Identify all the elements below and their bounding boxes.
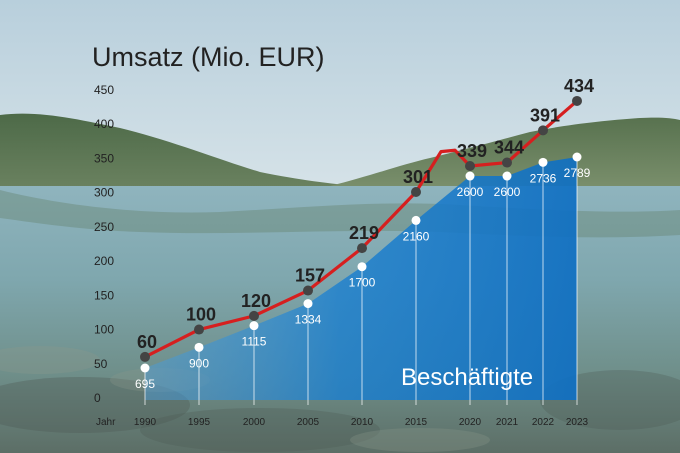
y-tick-label: 450 (94, 83, 114, 97)
x-tick-label: 2015 (405, 417, 428, 428)
x-axis: Jahr 1990 1995 2000 2005 2010 2015 2020 2021 202… (96, 417, 589, 428)
y-axis: 0 50 100 150 200 250 300 350 400 450 (94, 83, 114, 405)
employees-point (303, 299, 313, 309)
left-hill (0, 113, 360, 190)
revenue-point (572, 95, 582, 106)
y-tick-label: 150 (94, 288, 114, 302)
x-tick-label: 2000 (243, 417, 266, 428)
employees-value-label: 1334 (295, 313, 322, 327)
right-hill (330, 117, 680, 188)
revenue-value-label: 391 (530, 105, 560, 125)
stone (140, 408, 380, 452)
y-tick-label: 300 (94, 186, 114, 200)
employees-value-label: 900 (189, 356, 209, 370)
employees-point (140, 363, 150, 373)
stone (0, 377, 190, 433)
revenue-point (411, 186, 421, 197)
revenue-point (303, 285, 313, 296)
y-tick-label: 100 (94, 323, 114, 337)
employees-area-layer: 695 900 1115 1334 1700 2160 2600 2600 2736 2789 (135, 152, 591, 405)
employees-value-label: 2736 (530, 171, 557, 185)
employees-point (572, 152, 582, 162)
x-axis-label: Jahr (96, 417, 116, 428)
employees-point (249, 321, 259, 331)
employees-point (502, 171, 512, 181)
x-tick-label: 2020 (459, 417, 482, 428)
revenue-value-label: 434 (564, 76, 594, 96)
employees-value-label: 2600 (457, 185, 484, 199)
x-tick-label: 2010 (351, 417, 374, 428)
x-tick-label: 1995 (188, 417, 211, 428)
revenue-value-label: 100 (186, 305, 216, 325)
revenue-point (140, 351, 150, 362)
revenue-value-label: 60 (137, 332, 157, 352)
stone (350, 428, 490, 452)
y-tick-label: 250 (94, 220, 114, 234)
revenue-point (502, 157, 512, 168)
revenue-point (465, 160, 475, 171)
y-tick-label: 350 (94, 151, 114, 165)
x-tick-label: 2022 (532, 417, 555, 428)
revenue-value-label: 339 (457, 141, 487, 161)
y-tick-label: 400 (94, 117, 114, 131)
employees-series-name: Beschäftigte (401, 364, 533, 391)
stone (0, 346, 100, 374)
x-tick-label: 2023 (566, 417, 589, 428)
employees-value-label: 1700 (349, 276, 376, 290)
x-tick-label: 2005 (297, 417, 320, 428)
employees-point (411, 215, 421, 225)
employees-value-label: 2160 (403, 229, 430, 243)
chart-title: Umsatz (Mio. EUR) (92, 42, 325, 72)
y-tick-label: 50 (94, 357, 108, 371)
employees-value-label: 1115 (242, 335, 267, 349)
revenue-value-label: 344 (494, 138, 524, 158)
employees-value-label: 2789 (564, 166, 591, 180)
employees-area (145, 157, 577, 400)
revenue-point (538, 125, 548, 136)
revenue-point (357, 243, 367, 254)
revenue-value-label: 301 (403, 167, 433, 187)
employees-point (357, 262, 367, 272)
revenue-value-label: 120 (241, 291, 271, 311)
employees-point (194, 342, 204, 352)
revenue-line (144, 99, 579, 359)
x-tick-label: 1990 (134, 417, 157, 428)
revenue-point (249, 310, 259, 321)
revenue-point (194, 324, 204, 335)
revenue-value-label: 219 (349, 223, 379, 243)
y-tick-label: 200 (94, 254, 114, 268)
employees-point (538, 157, 548, 167)
employees-point (465, 171, 475, 181)
employees-value-label: 695 (135, 377, 155, 391)
x-tick-label: 2021 (496, 417, 519, 428)
employees-value-label: 2600 (494, 185, 521, 199)
revenue-value-label: 157 (295, 266, 325, 286)
y-tick-label: 0 (94, 391, 101, 405)
